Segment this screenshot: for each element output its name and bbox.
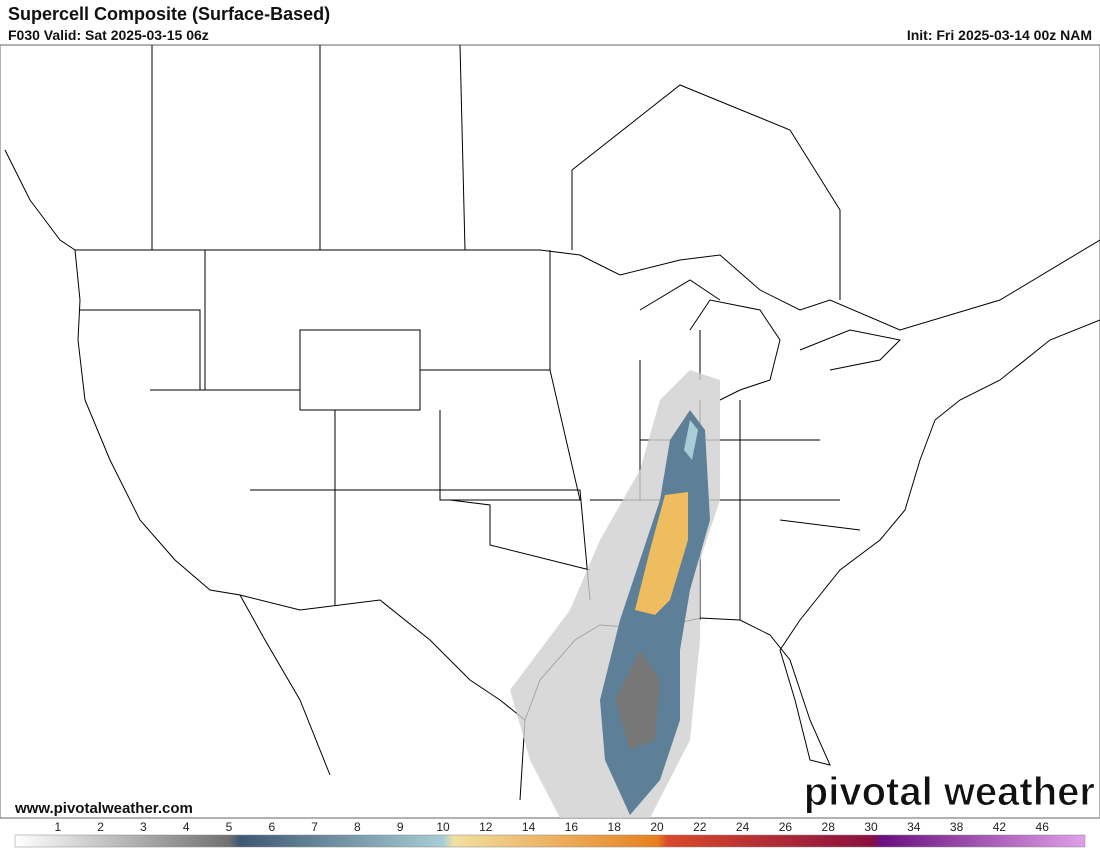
colorbar-label: 5 bbox=[226, 820, 233, 834]
colorbar-label: 20 bbox=[650, 820, 664, 834]
colorbar-label: 6 bbox=[268, 820, 275, 834]
title: Supercell Composite (Surface-Based) bbox=[8, 4, 331, 24]
field bbox=[510, 370, 720, 818]
colorbar-label: 42 bbox=[993, 820, 1007, 834]
colorbar-label: 34 bbox=[907, 820, 921, 834]
colorbar-label: 14 bbox=[522, 820, 536, 834]
valid-time: F030 Valid: Sat 2025-03-15 06z bbox=[8, 27, 209, 43]
init-time: Init: Fri 2025-03-14 00z NAM bbox=[906, 27, 1092, 43]
colorbar-label: 24 bbox=[736, 820, 750, 834]
colorbar-label: 38 bbox=[950, 820, 964, 834]
colorbar-label: 7 bbox=[311, 820, 318, 834]
colorbar-label: 2 bbox=[97, 820, 104, 834]
watermark: pivotal weather bbox=[804, 770, 1095, 814]
colorbar-label: 9 bbox=[397, 820, 404, 834]
colorbar-label: 3 bbox=[140, 820, 147, 834]
colorbar-label: 4 bbox=[183, 820, 190, 834]
colorbar-label: 1 bbox=[54, 820, 61, 834]
colorbar-label: 22 bbox=[693, 820, 707, 834]
colorbar-label: 28 bbox=[822, 820, 836, 834]
colorbar-label: 18 bbox=[608, 820, 622, 834]
colorbar-label: 10 bbox=[436, 820, 450, 834]
colorbar-label: 26 bbox=[779, 820, 793, 834]
colorbar-label: 46 bbox=[1036, 820, 1050, 834]
colorbar-label: 8 bbox=[354, 820, 361, 834]
colorbar-label: 30 bbox=[864, 820, 878, 834]
colorbar-label: 12 bbox=[479, 820, 493, 834]
boundaries bbox=[4, 44, 1100, 801]
colorbar bbox=[14, 834, 1086, 848]
website: www.pivotalweather.com bbox=[14, 800, 193, 817]
colorbar-label: 16 bbox=[565, 820, 579, 834]
